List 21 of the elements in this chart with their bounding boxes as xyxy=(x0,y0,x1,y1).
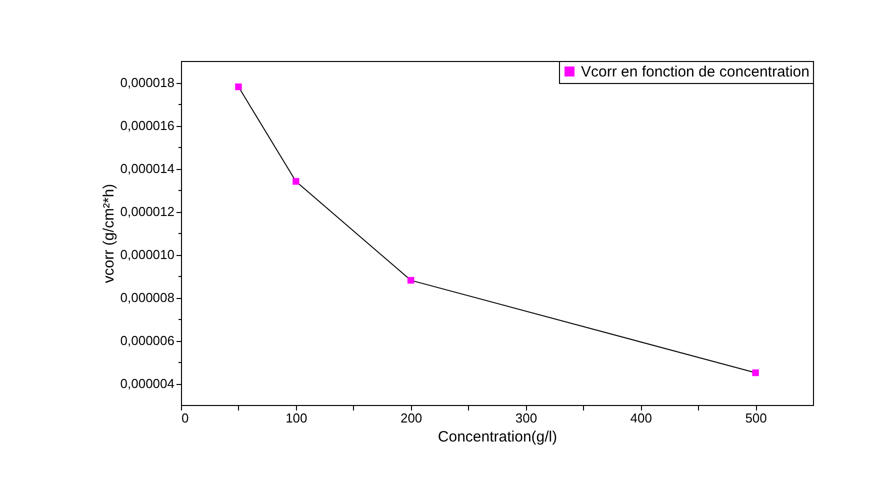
y-tick-label: 0,000008 xyxy=(120,290,174,305)
y-tick-label: 0,000014 xyxy=(120,161,174,176)
x-tick-label: 500 xyxy=(745,410,767,426)
y-tick-label: 0,000018 xyxy=(120,75,174,90)
x-tick-label: 100 xyxy=(286,410,308,426)
x-tick-label: 200 xyxy=(400,410,422,426)
y-axis-title: vcorr (g/cm²*h) xyxy=(100,184,118,284)
y-tick-label: 0,000016 xyxy=(120,118,174,133)
x-axis-title: Concentration(g/l) xyxy=(438,428,558,446)
legend-label: Vcorr en fonction de concentration xyxy=(581,64,810,80)
y-tick-label: 0,000006 xyxy=(120,333,174,348)
point xyxy=(292,178,300,185)
x-tick-label: 300 xyxy=(515,410,538,426)
point xyxy=(752,369,759,376)
x-tick-label: 0 xyxy=(182,410,189,426)
y-tick-label: 0,000012 xyxy=(120,204,174,219)
y-tick-label: 0,000010 xyxy=(120,247,174,262)
point xyxy=(407,276,414,284)
x-tick-label: 400 xyxy=(630,410,652,426)
y-tick-label: 0,000004 xyxy=(120,376,174,391)
point xyxy=(235,83,242,90)
